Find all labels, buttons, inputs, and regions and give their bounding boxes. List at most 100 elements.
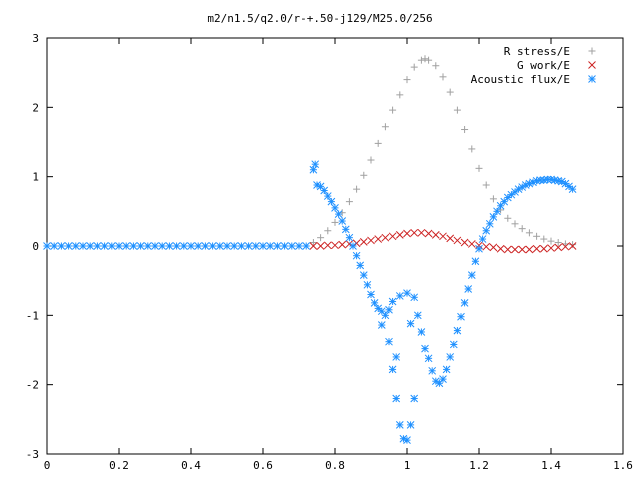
data-point (446, 353, 455, 361)
data-point (446, 88, 454, 96)
data-point (511, 245, 519, 254)
data-point (331, 204, 339, 212)
series-2 (309, 228, 577, 254)
data-point (43, 242, 51, 250)
data-point (396, 91, 404, 99)
series-3 (43, 160, 577, 444)
data-point (413, 311, 422, 320)
data-point (317, 234, 325, 242)
data-point (489, 213, 498, 221)
data-point (244, 242, 253, 250)
data-point (475, 244, 483, 253)
legend-marker (588, 75, 596, 83)
y-tick-label: 2 (32, 101, 39, 114)
data-point (453, 236, 462, 245)
data-point (482, 242, 491, 251)
data-point (352, 251, 361, 260)
data-point (421, 55, 429, 63)
data-point (385, 305, 393, 314)
data-point (540, 235, 548, 243)
data-point (353, 185, 361, 193)
legend-marker (588, 61, 596, 69)
data-point (309, 239, 317, 247)
data-point (331, 241, 339, 250)
data-point (478, 235, 487, 243)
data-point (547, 237, 555, 245)
data-point (410, 394, 419, 403)
data-point (547, 244, 555, 252)
data-point (446, 234, 455, 243)
data-point (467, 271, 476, 279)
data-point (323, 241, 332, 250)
data-point (485, 219, 494, 228)
data-point (331, 218, 339, 226)
data-point (381, 123, 389, 131)
y-tick-label: 0 (32, 240, 39, 253)
data-point (100, 242, 109, 250)
data-point (223, 242, 231, 250)
data-point (395, 421, 404, 429)
data-point (471, 257, 480, 266)
data-marks (43, 55, 577, 444)
data-point (287, 242, 296, 250)
data-point (496, 244, 505, 253)
data-point (468, 145, 476, 153)
data-point (424, 354, 433, 363)
data-point (345, 198, 353, 206)
data-point (349, 242, 357, 250)
y-tick-label: 3 (32, 32, 39, 45)
data-point (388, 297, 397, 306)
data-point (57, 242, 66, 250)
data-point (302, 242, 311, 250)
data-point (410, 228, 419, 237)
data-point (539, 244, 548, 253)
data-point (356, 261, 365, 270)
data-point (504, 214, 512, 222)
data-point (461, 126, 469, 134)
data-point (403, 229, 411, 238)
data-point (208, 242, 217, 250)
x-tick-label: 0 (44, 459, 51, 472)
data-point (489, 195, 497, 203)
data-point (525, 229, 533, 237)
y-tick-label: -3 (26, 448, 39, 461)
data-point (543, 175, 552, 184)
data-point (316, 242, 325, 250)
data-point (367, 290, 375, 299)
data-point (439, 232, 447, 241)
x-tick-label: 0.2 (109, 459, 129, 472)
data-point (230, 242, 239, 250)
data-point (417, 328, 426, 336)
data-point (327, 197, 336, 206)
data-point (107, 242, 116, 250)
y-tick-label: -2 (26, 379, 39, 392)
data-point (136, 242, 145, 250)
data-point (165, 242, 174, 250)
x-tick-label: 1.4 (541, 459, 561, 472)
data-point (71, 242, 80, 250)
data-point (482, 226, 491, 235)
data-point (493, 207, 501, 216)
data-point (341, 225, 350, 234)
data-point (460, 238, 469, 247)
data-point (309, 165, 318, 174)
data-point (311, 160, 320, 169)
data-point (143, 242, 152, 250)
data-point (367, 156, 375, 164)
data-point (324, 227, 332, 235)
x-tick-label: 0.6 (253, 459, 273, 472)
data-point (561, 242, 570, 251)
data-point (158, 242, 167, 250)
y-tick-label: -1 (26, 309, 39, 322)
data-point (554, 243, 563, 252)
data-point (79, 242, 87, 250)
data-point (453, 326, 462, 335)
data-point (338, 240, 347, 249)
data-point (403, 289, 411, 298)
data-point (266, 242, 275, 250)
data-point (525, 245, 534, 254)
data-point (410, 63, 418, 71)
data-point (467, 240, 476, 248)
data-point (439, 375, 447, 383)
